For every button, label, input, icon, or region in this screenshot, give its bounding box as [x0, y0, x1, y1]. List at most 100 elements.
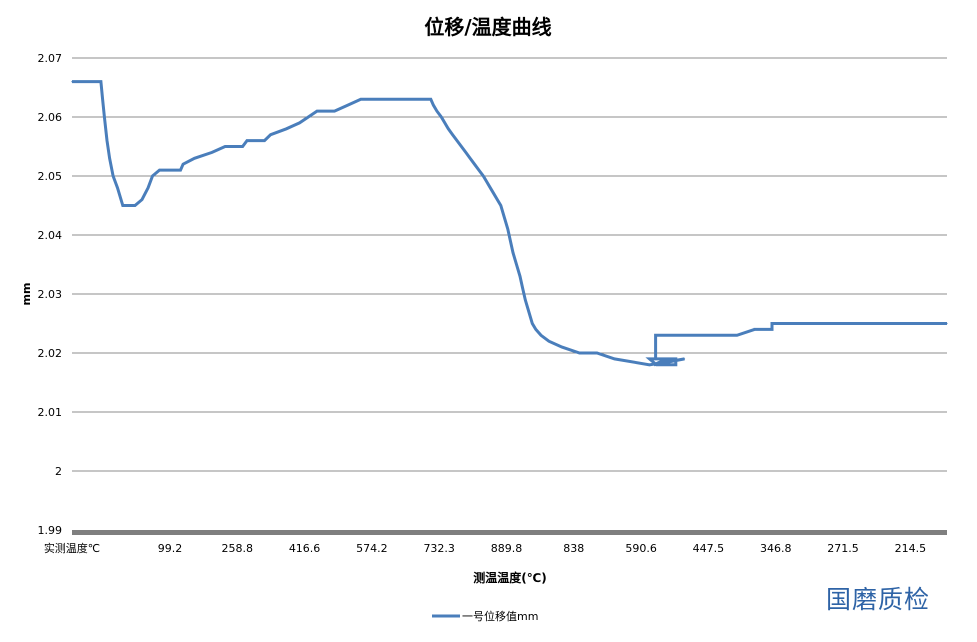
- data-point: [432, 104, 434, 106]
- data-point: [452, 134, 454, 136]
- data-point: [531, 322, 533, 325]
- data-point: [613, 358, 616, 360]
- data-point: [360, 98, 362, 100]
- data-point: [147, 187, 149, 189]
- data-point: [489, 187, 491, 189]
- data-point: [561, 346, 563, 348]
- data-point: [100, 81, 102, 83]
- data-point: [447, 128, 449, 130]
- data-point: [519, 275, 521, 277]
- data-point: [242, 145, 244, 148]
- data-point: [71, 81, 73, 83]
- data-point: [151, 175, 154, 177]
- data-point: [316, 110, 318, 112]
- data-point: [263, 140, 266, 142]
- x-tick-label: 271.5: [827, 542, 859, 555]
- x-tick-label: 346.8: [760, 542, 792, 555]
- data-point: [503, 216, 505, 218]
- data-point: [486, 181, 488, 183]
- data-point: [655, 334, 657, 336]
- x-tick-label: 574.2: [356, 542, 388, 555]
- data-point: [683, 358, 686, 360]
- data-point: [469, 157, 471, 159]
- chart-title: 位移/温度曲线: [424, 15, 551, 39]
- data-point: [179, 169, 182, 171]
- data-point: [270, 134, 272, 136]
- data-point: [444, 122, 446, 124]
- data-point: [478, 169, 480, 171]
- x-tick-label: 258.8: [222, 542, 254, 555]
- y-axis-tick-labels: 2.07 2.06 2.05 2.04 2.03 2.02 2.01 2 1.99: [38, 52, 63, 537]
- legend: 一号位移值mm: [432, 609, 538, 623]
- x-tick-label: 838: [563, 542, 584, 555]
- data-point: [675, 358, 677, 360]
- x-tick-label: 416.6: [289, 542, 321, 555]
- x-tick-label: 732.3: [423, 542, 455, 555]
- y-axis-label: mm: [20, 283, 33, 306]
- data-point: [109, 157, 111, 159]
- data-point: [771, 322, 773, 325]
- data-point: [182, 163, 184, 165]
- data-point: [456, 140, 458, 142]
- data-point: [408, 98, 410, 100]
- data-point: [496, 199, 498, 201]
- y-tick-label: 1.99: [38, 524, 63, 537]
- y-tick-label: 2.02: [38, 347, 63, 360]
- data-point: [512, 252, 514, 254]
- data-point: [430, 98, 432, 100]
- data-point: [211, 151, 213, 153]
- data-point: [522, 287, 524, 289]
- x-axis-tick-labels: 实测温度℃ 99.2 258.8 416.6 574.2 732.3 889.8 838 590…: [44, 541, 926, 555]
- data-point: [122, 204, 124, 207]
- data-point: [106, 140, 108, 142]
- data-point: [482, 175, 484, 177]
- data-point: [507, 228, 509, 230]
- series-line-0: [72, 80, 947, 367]
- data-point: [524, 299, 526, 301]
- legend-label: 一号位移值mm: [462, 609, 538, 623]
- data-point: [436, 110, 438, 112]
- data-point: [193, 157, 196, 159]
- data-point: [460, 145, 462, 148]
- data-point: [515, 263, 518, 266]
- data-point: [224, 145, 226, 148]
- data-point: [285, 128, 287, 130]
- y-tick-label: 2: [55, 465, 62, 478]
- data-point: [298, 122, 301, 124]
- data-point: [578, 352, 581, 354]
- data-point: [116, 187, 119, 189]
- x-axis-band: [72, 530, 947, 535]
- x-tick-label: 447.5: [693, 542, 725, 555]
- data-point: [653, 364, 655, 366]
- y-tick-label: 2.01: [38, 406, 63, 419]
- data-point: [648, 364, 651, 366]
- data-point: [246, 140, 248, 142]
- data-point: [102, 98, 104, 100]
- y-tick-label: 2.06: [38, 111, 63, 124]
- data-point: [675, 364, 677, 366]
- data-point: [666, 358, 668, 360]
- data-point: [333, 110, 336, 112]
- x-tick-label: 实测温度℃: [44, 541, 100, 555]
- y-tick-label: 2.07: [38, 52, 63, 65]
- data-point: [440, 116, 442, 118]
- data-point: [753, 328, 755, 330]
- y-tick-label: 2.04: [38, 229, 63, 242]
- data-point: [307, 116, 309, 118]
- data-point: [540, 334, 542, 336]
- watermark-logo: 国磨质检: [826, 585, 931, 614]
- x-tick-label: 590.6: [625, 542, 657, 555]
- data-point: [347, 104, 349, 106]
- data-point: [535, 328, 537, 330]
- y-tick-label: 2.03: [38, 288, 63, 301]
- data-point: [509, 240, 511, 242]
- data-point: [158, 169, 161, 171]
- data-point: [648, 358, 651, 360]
- x-tick-label: 99.2: [158, 542, 183, 555]
- data-point: [473, 163, 476, 165]
- data-point: [655, 364, 658, 366]
- data-point: [753, 328, 756, 330]
- data-point: [141, 199, 143, 201]
- data-point: [500, 204, 502, 207]
